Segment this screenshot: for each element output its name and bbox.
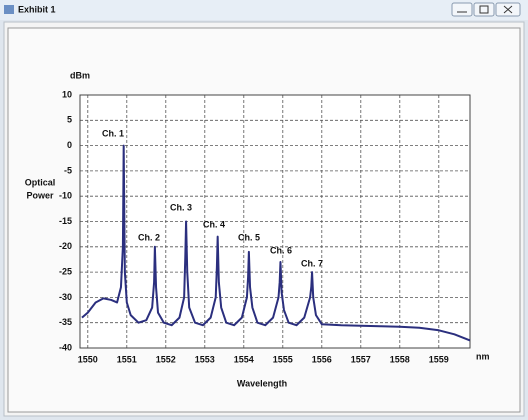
x-tick-label: 1556 (312, 354, 332, 364)
channel-label: Ch. 1 (102, 128, 124, 138)
plot-border (79, 94, 471, 349)
y-tick-label: -30 (59, 292, 72, 302)
channel-label: Ch. 3 (170, 202, 192, 212)
x-tick-label: 1555 (273, 354, 293, 364)
y-tick-label: -20 (59, 241, 72, 251)
y-tick-label: -10 (59, 191, 72, 201)
x-tick-label: 1552 (156, 354, 176, 364)
y-tick-label: -25 (59, 266, 72, 276)
x-unit: nm (476, 351, 490, 361)
x-tick-label: 1554 (234, 354, 254, 364)
y-tick-label: -15 (59, 216, 72, 226)
x-tick-label: 1558 (390, 354, 410, 364)
x-tick-label: 1553 (195, 354, 215, 364)
maximize-icon (479, 5, 489, 14)
x-tick-label: 1559 (429, 354, 449, 364)
window-icon (4, 5, 14, 14)
window-title: Exhibit 1 (18, 4, 56, 14)
channel-label: Ch. 4 (203, 219, 225, 229)
y-label: Power (26, 190, 54, 200)
x-label: Wavelength (237, 378, 287, 388)
y-tick-label: 10 (62, 89, 72, 99)
title-bar (0, 0, 528, 20)
close-icon (503, 5, 513, 14)
minimize-button[interactable] (451, 2, 473, 17)
x-tick-label: 1557 (351, 354, 371, 364)
y-tick-label: -35 (59, 317, 72, 327)
channel-label: Ch. 6 (270, 245, 292, 255)
y-tick-label: -5 (64, 165, 72, 175)
y-tick-label: -40 (59, 342, 72, 352)
x-tick-label: 1550 (78, 354, 98, 364)
channel-label: Ch. 2 (138, 232, 160, 242)
x-tick-label: 1551 (117, 354, 137, 364)
maximize-button[interactable] (473, 2, 495, 17)
y-tick-label: 0 (67, 140, 72, 150)
spectrum-line (81, 144, 471, 342)
y-unit: dBm (70, 70, 90, 80)
channel-label: Ch. 5 (238, 232, 260, 242)
y-label: Optical (25, 177, 56, 187)
channel-label: Ch. 7 (301, 258, 323, 268)
y-tick-label: 5 (67, 115, 72, 125)
